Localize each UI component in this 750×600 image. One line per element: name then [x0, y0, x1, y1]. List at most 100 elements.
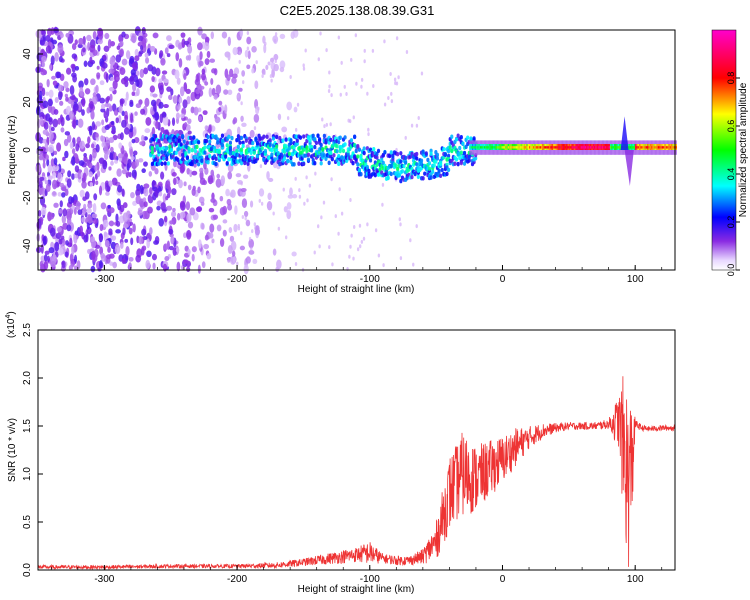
- spectrogram-cell: [132, 150, 138, 156]
- spectrogram-cell: [91, 121, 96, 131]
- spectrogram-cell: [263, 43, 267, 54]
- spectrogram-cell: [90, 78, 96, 86]
- spectrogram-cell: [491, 146, 494, 149]
- spectrogram-cell: [619, 146, 622, 149]
- spectrogram-cell: [356, 154, 360, 159]
- spectrogram-cell: [106, 95, 111, 102]
- spectrogram-cell: [613, 146, 616, 149]
- spectrogram-cell: [330, 177, 333, 182]
- spectrogram-cell: [235, 173, 242, 178]
- spectrogram-cell: [337, 231, 340, 236]
- spectrogram-cell: [257, 106, 260, 111]
- spectrogram-cell: [43, 121, 49, 130]
- spectrogram-cell: [373, 172, 377, 178]
- spectrogram-cell: [260, 146, 264, 151]
- spectrogram-cell: [265, 64, 269, 70]
- spectrogram-cell: [128, 262, 132, 270]
- spectrogram-cell: [69, 85, 75, 96]
- spectrogram-cell: [115, 76, 120, 81]
- spectrogram-cell: [281, 138, 285, 143]
- spectrogram-cell: [475, 146, 478, 149]
- spectrogram-cell: [251, 46, 257, 53]
- snr-y-multiplier-base: (x10: [6, 318, 17, 338]
- spectrogram-cell: [130, 69, 137, 76]
- spectrogram-cell: [243, 264, 249, 275]
- spectrogram-cell: [328, 84, 331, 89]
- spectrogram-cell: [235, 148, 239, 154]
- spectrogram-cell: [405, 175, 409, 181]
- spectrogram-cell: [481, 146, 484, 149]
- spectrogram-cell: [264, 41, 267, 46]
- spectrogram-cell: [318, 244, 321, 249]
- spectrogram-cell: [131, 169, 137, 179]
- spectrogram-cell: [122, 223, 129, 229]
- spectrogram-cell: [110, 120, 115, 125]
- spectrogram-cell: [637, 146, 640, 149]
- spectrogram-cell: [603, 146, 606, 149]
- spectrogram-cell: [213, 68, 218, 76]
- spectrogram-cell: [329, 122, 332, 127]
- spectrogram-cell: [602, 146, 605, 149]
- spectrogram-cell: [92, 31, 97, 40]
- spectrogram-cell: [325, 122, 329, 127]
- spectrogram-cell: [502, 146, 505, 149]
- spectrogram-cell: [54, 241, 60, 252]
- spectrogram-cell: [41, 87, 46, 97]
- x-tick-label: -300: [94, 574, 114, 585]
- spectrogram-cell: [124, 238, 129, 243]
- spectrogram-cell: [52, 191, 57, 196]
- spectrogram-cell: [356, 162, 360, 167]
- spectrogram-cell: [319, 31, 322, 36]
- spectrogram-cell: [360, 239, 364, 244]
- spectrogram-cell: [222, 205, 228, 215]
- spectrogram-cell: [64, 131, 71, 136]
- spectrogram-cell: [246, 36, 252, 45]
- spectrogram-cell: [84, 78, 89, 86]
- spectrogram-cell: [629, 146, 632, 149]
- snr-line: [37, 376, 676, 571]
- spectrogram-cell: [552, 146, 555, 149]
- spectrogram-cell: [343, 142, 347, 147]
- spectrogram-cell: [358, 223, 362, 228]
- spectrogram-cell: [388, 153, 392, 158]
- spectrogram-cell: [274, 32, 278, 37]
- spectrogram-cell: [294, 262, 298, 267]
- spectrogram-cell: [501, 146, 504, 149]
- spectrogram-cell: [583, 146, 586, 149]
- spectrogram-cell: [314, 140, 319, 146]
- spectrogram-cell: [227, 52, 231, 61]
- spectrogram-cell: [66, 217, 72, 226]
- spectrogram-cell: [187, 221, 194, 229]
- spectrogram-cell: [53, 202, 59, 208]
- spectrogram-cell: [352, 256, 355, 261]
- spectrogram-cell: [497, 146, 500, 149]
- spectrogram-cell: [121, 119, 127, 128]
- spectrogram-cell: [596, 146, 599, 149]
- spectrogram-cell: [329, 150, 333, 156]
- spectrogram-cell: [166, 161, 170, 166]
- spectrogram-cell: [349, 197, 352, 202]
- spectrogram-cell: [243, 210, 249, 218]
- spectrogram-cell: [137, 35, 144, 42]
- spectrogram-cell: [345, 91, 348, 96]
- spectrogram-cell: [191, 188, 196, 196]
- spectrogram-cell: [251, 229, 254, 234]
- spectrogram-cell: [251, 140, 255, 146]
- spectrogram-cell: [226, 198, 232, 206]
- spectrogram-cell: [558, 146, 561, 149]
- spectrogram-cell: [239, 160, 244, 166]
- spectrogram-cell: [289, 75, 292, 80]
- spectrogram-cell: [171, 172, 177, 177]
- colorbar-tick-label: 0.4: [726, 168, 736, 181]
- spectrogram-cell: [47, 27, 53, 37]
- spectrogram-cell: [249, 150, 253, 155]
- spectrogram-cell: [556, 146, 559, 149]
- spectrogram-cell: [71, 148, 76, 155]
- spectrogram-cell: [181, 134, 185, 139]
- spectrogram-cell: [172, 247, 177, 256]
- spectrogram-cell: [228, 226, 233, 234]
- spectrogram-cell: [169, 220, 174, 225]
- spectrogram-cell: [607, 146, 610, 149]
- spectrogram-cell: [233, 223, 238, 233]
- spectrogram-cell: [166, 53, 171, 58]
